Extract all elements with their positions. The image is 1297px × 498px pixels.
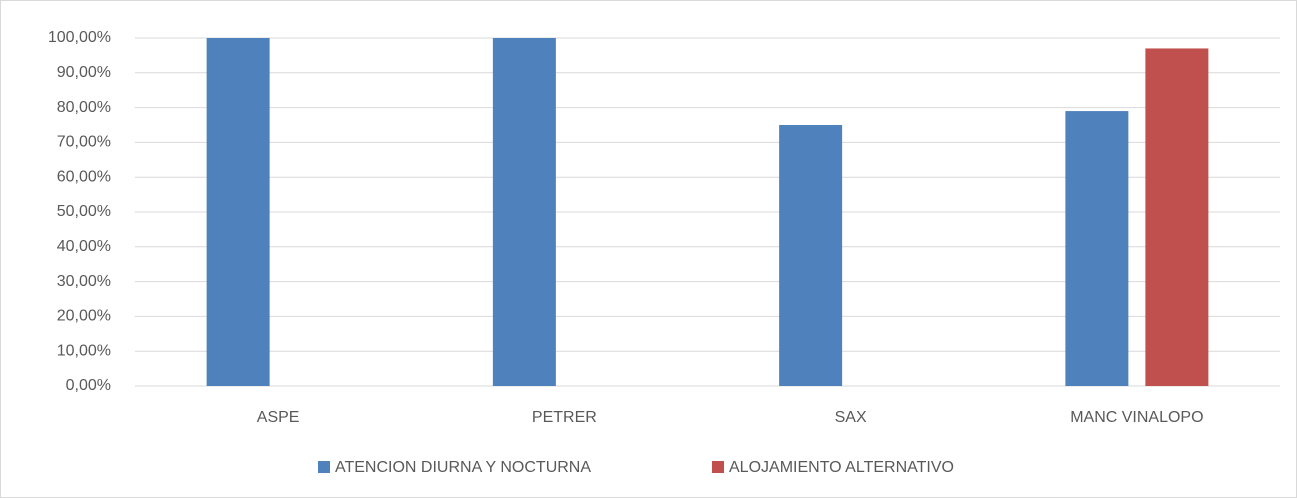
bar	[779, 125, 843, 386]
y-tick-label: 20,00%	[57, 308, 111, 325]
legend-swatch	[318, 461, 330, 473]
y-tick-label: 70,00%	[57, 134, 111, 151]
y-tick-label: 10,00%	[57, 342, 111, 359]
y-tick-label: 40,00%	[57, 238, 111, 255]
x-tick-label: PETRER	[532, 409, 597, 426]
x-tick-label: MANC VINALOPO	[1070, 409, 1203, 426]
bar	[1065, 111, 1129, 386]
y-tick-label: 60,00%	[57, 168, 111, 185]
legend-label: ALOJAMIENTO ALTERNATIVO	[729, 459, 954, 476]
legend-label: ATENCION DIURNA Y NOCTURNA	[335, 459, 591, 476]
y-tick-label: 100,00%	[48, 29, 111, 46]
y-tick-label: 30,00%	[57, 273, 111, 290]
y-tick-label: 0,00%	[66, 377, 111, 394]
bar	[206, 38, 270, 386]
y-tick-label: 50,00%	[57, 203, 111, 220]
x-tick-label: ASPE	[257, 409, 300, 426]
y-tick-label: 90,00%	[57, 64, 111, 81]
y-tick-label: 80,00%	[57, 99, 111, 116]
bar	[1145, 48, 1209, 386]
x-tick-label: SAX	[835, 409, 867, 426]
legend-swatch	[712, 461, 724, 473]
bar	[492, 38, 556, 386]
